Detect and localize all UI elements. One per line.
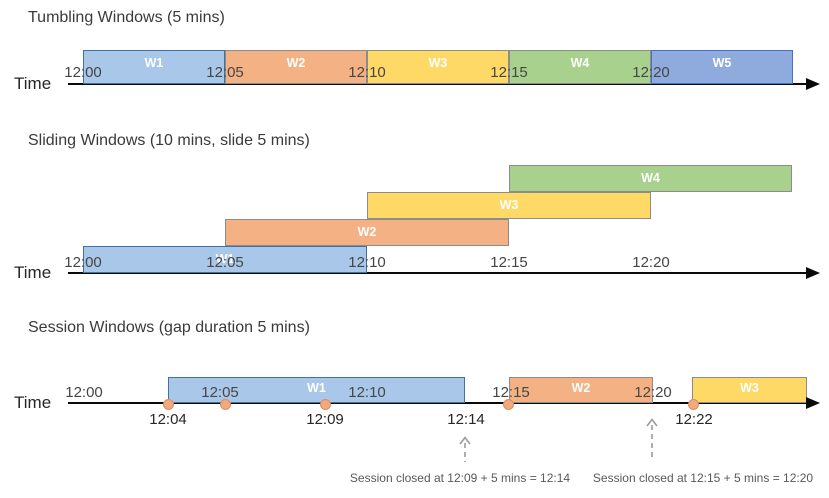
- window-bar-label-w4: W4: [570, 56, 590, 70]
- time-axis: [68, 272, 806, 274]
- window-bar-w4: [509, 50, 651, 84]
- event-time-label: 12:09: [306, 411, 344, 428]
- tick-label: 12:15: [492, 384, 530, 401]
- window-bar-label-w2: W2: [571, 381, 591, 395]
- tick-label: 12:10: [348, 384, 386, 401]
- session-close-annotation-2: Session closed at 12:15 + 5 mins = 12:20: [592, 471, 814, 485]
- tick-label: 12:05: [206, 64, 244, 81]
- tick-label: 12:20: [634, 384, 672, 401]
- window-bar-w4: [509, 165, 792, 192]
- tick-label: 12:00: [65, 384, 103, 401]
- event-time-label: 12:22: [675, 411, 713, 428]
- time-axis: [68, 83, 806, 85]
- window-bar-label-w2: W2: [357, 225, 377, 239]
- event-time-label: 12:04: [149, 411, 187, 428]
- window-bar-w5: [651, 50, 793, 84]
- time-axis-label-sliding: Time: [14, 263, 52, 282]
- window-bar-label-w2: W2: [286, 56, 306, 70]
- window-bar-label-w1: W1: [144, 56, 164, 70]
- time-axis-label-tumbling: Time: [14, 74, 52, 93]
- tick-label: 12:10: [348, 254, 386, 271]
- session-close-arrow-icon: [644, 418, 660, 460]
- section-title-sliding: Sliding Windows (10 mins, slide 5 mins): [28, 132, 310, 149]
- event-dot: [319, 398, 331, 410]
- event-dot: [687, 398, 699, 410]
- session-close-annotation-1: Session closed at 12:09 + 5 mins = 12:14: [349, 471, 571, 485]
- window-bar-w3: [367, 192, 651, 219]
- window-bar-label-w1: W1: [215, 252, 235, 266]
- axis-arrow-icon: [806, 78, 820, 90]
- tick-label: 12:00: [64, 254, 102, 271]
- window-bar-label-w3: W3: [499, 198, 519, 212]
- tick-label: 12:15: [490, 64, 528, 81]
- tick-label: 12:20: [632, 64, 670, 81]
- event-dot: [162, 398, 174, 410]
- window-bar-w2: [225, 219, 509, 246]
- window-bar-label-w1: W1: [307, 381, 326, 395]
- tick-label: 12:00: [64, 64, 102, 81]
- section-title-tumbling: Tumbling Windows (5 mins): [28, 9, 225, 26]
- axis-arrow-icon: [806, 397, 820, 409]
- tick-label: 12:20: [632, 254, 670, 271]
- window-bar-w1: [83, 50, 225, 84]
- window-bar-label-w3: W3: [428, 56, 448, 70]
- window-bar-w3: [692, 377, 807, 403]
- section-title-session: Session Windows (gap duration 5 mins): [28, 319, 310, 336]
- event-dot: [219, 398, 231, 410]
- window-bar-label-w4: W4: [641, 171, 660, 185]
- event-time-label: 12:14: [447, 411, 485, 428]
- window-bar-label-w3: W3: [740, 381, 759, 395]
- tick-label: 12:10: [348, 64, 386, 81]
- window-bar-w1: [83, 246, 367, 273]
- event-dot: [502, 398, 514, 410]
- window-bar-w2: [509, 377, 653, 403]
- tick-label: 12:05: [201, 384, 239, 401]
- time-axis-label-session: Time: [14, 393, 52, 412]
- time-axis: [68, 402, 806, 404]
- window-bar-w1: [168, 377, 465, 403]
- tick-label: 12:05: [206, 254, 244, 271]
- axis-arrow-icon: [806, 267, 820, 279]
- window-bar-w2: [225, 50, 367, 84]
- window-bar-w3: [367, 50, 509, 84]
- session-close-arrow-icon: [457, 436, 473, 462]
- window-bar-label-w5: W5: [712, 56, 732, 70]
- tick-label: 12:15: [490, 254, 528, 271]
